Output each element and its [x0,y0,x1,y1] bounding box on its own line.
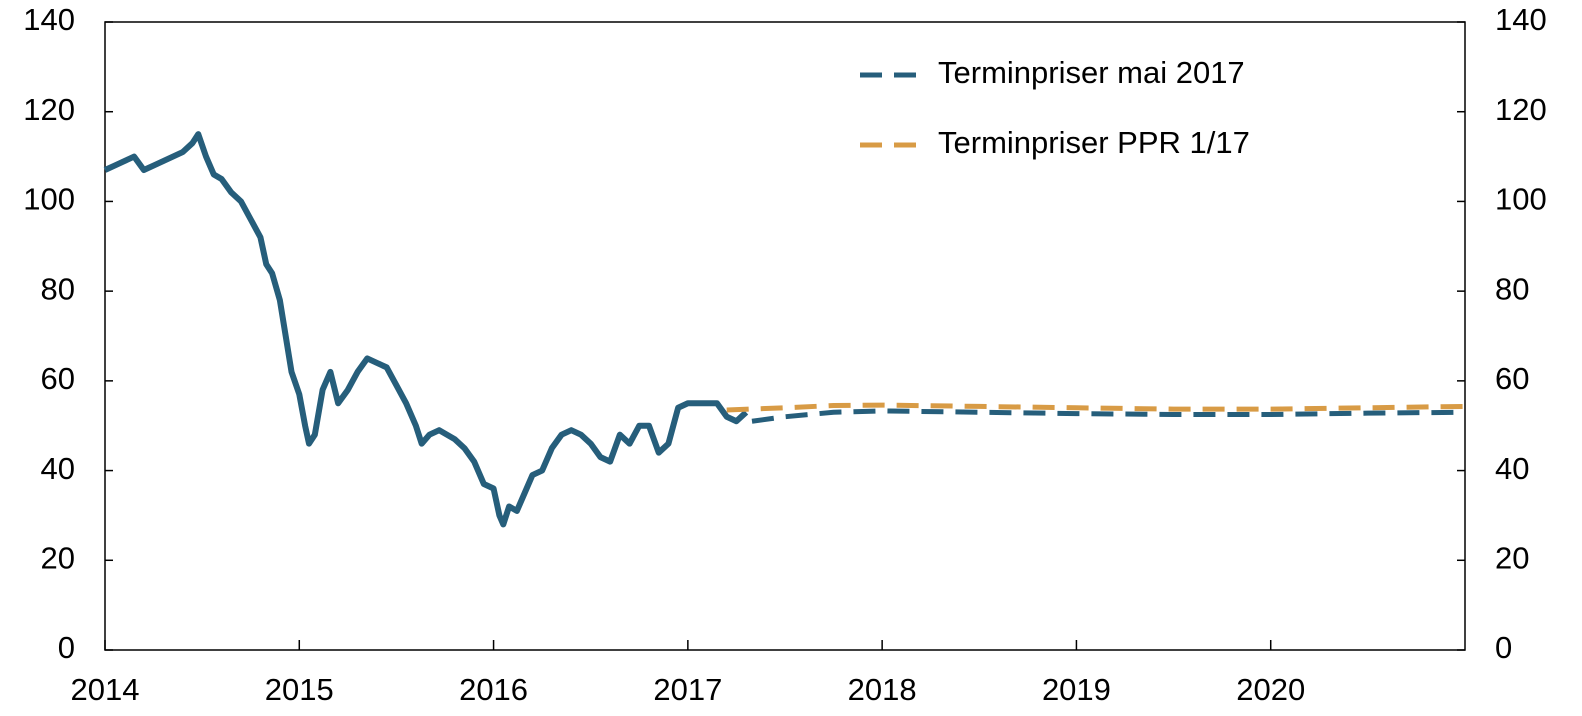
legend-label: Terminpriser PPR 1/17 [938,125,1250,160]
y2-tick-label: 0 [1495,630,1512,665]
data-line [751,408,1466,424]
y-tick-label: 40 [41,451,75,486]
x-tick-label: 2018 [848,672,917,707]
y2-tick-label: 40 [1495,451,1529,486]
x-tick-label: 2015 [265,672,334,707]
x-tick-label: 2019 [1042,672,1111,707]
x-tick-label: 2017 [653,672,722,707]
y-tick-label: 60 [41,361,75,396]
x-tick-label: 2020 [1236,672,1305,707]
y2-tick-label: 140 [1495,2,1547,37]
y2-tick-label: 60 [1495,361,1529,396]
x-tick-label: 2016 [459,672,528,707]
y-tick-label: 20 [41,540,75,575]
y-tick-label: 0 [58,630,75,665]
y-tick-label: 120 [23,92,75,127]
x-tick-label: 2014 [71,672,140,707]
legend-label: Terminpriser mai 2017 [938,55,1245,90]
y2-tick-label: 80 [1495,271,1529,306]
data-line [103,131,749,528]
y2-tick-label: 20 [1495,540,1529,575]
y-tick-label: 140 [23,2,75,37]
y2-tick-label: 100 [1495,182,1547,217]
y-tick-label: 100 [23,182,75,217]
y-tick-label: 80 [41,271,75,306]
y2-tick-label: 120 [1495,92,1547,127]
plot-frame [104,21,1466,651]
data-line [726,402,1466,413]
